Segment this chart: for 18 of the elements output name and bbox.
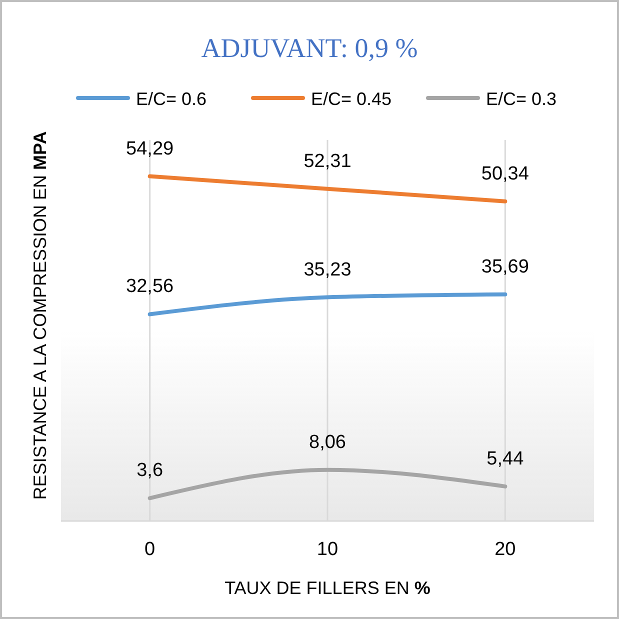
data-label: 54,29 — [126, 138, 174, 160]
data-label: 35,23 — [304, 259, 352, 280]
data-label: 35,69 — [481, 256, 529, 278]
chart-title: ADJUVANT: 0,9 % — [201, 33, 418, 63]
x-tick-label: 10 — [316, 539, 338, 560]
legend-label: E/C= 0.3 — [486, 89, 557, 109]
data-label: 32,56 — [126, 276, 174, 298]
legend-label: E/C= 0.45 — [311, 89, 392, 109]
x-axis-title: TAUX DE FILLERS EN % — [224, 578, 430, 598]
data-label: 8,06 — [309, 432, 346, 453]
x-tick-label: 0 — [144, 539, 156, 560]
data-label: 5,44 — [486, 448, 524, 470]
x-tick-label: 20 — [494, 539, 516, 560]
y-axis-title: RESISTANCE A LA COMPRESSION EN MPA — [30, 131, 50, 500]
data-label: 50,34 — [481, 163, 530, 184]
legend-label: E/C= 0.6 — [136, 89, 207, 109]
data-label: 52,31 — [304, 150, 352, 172]
data-label: 3,6 — [136, 460, 164, 482]
